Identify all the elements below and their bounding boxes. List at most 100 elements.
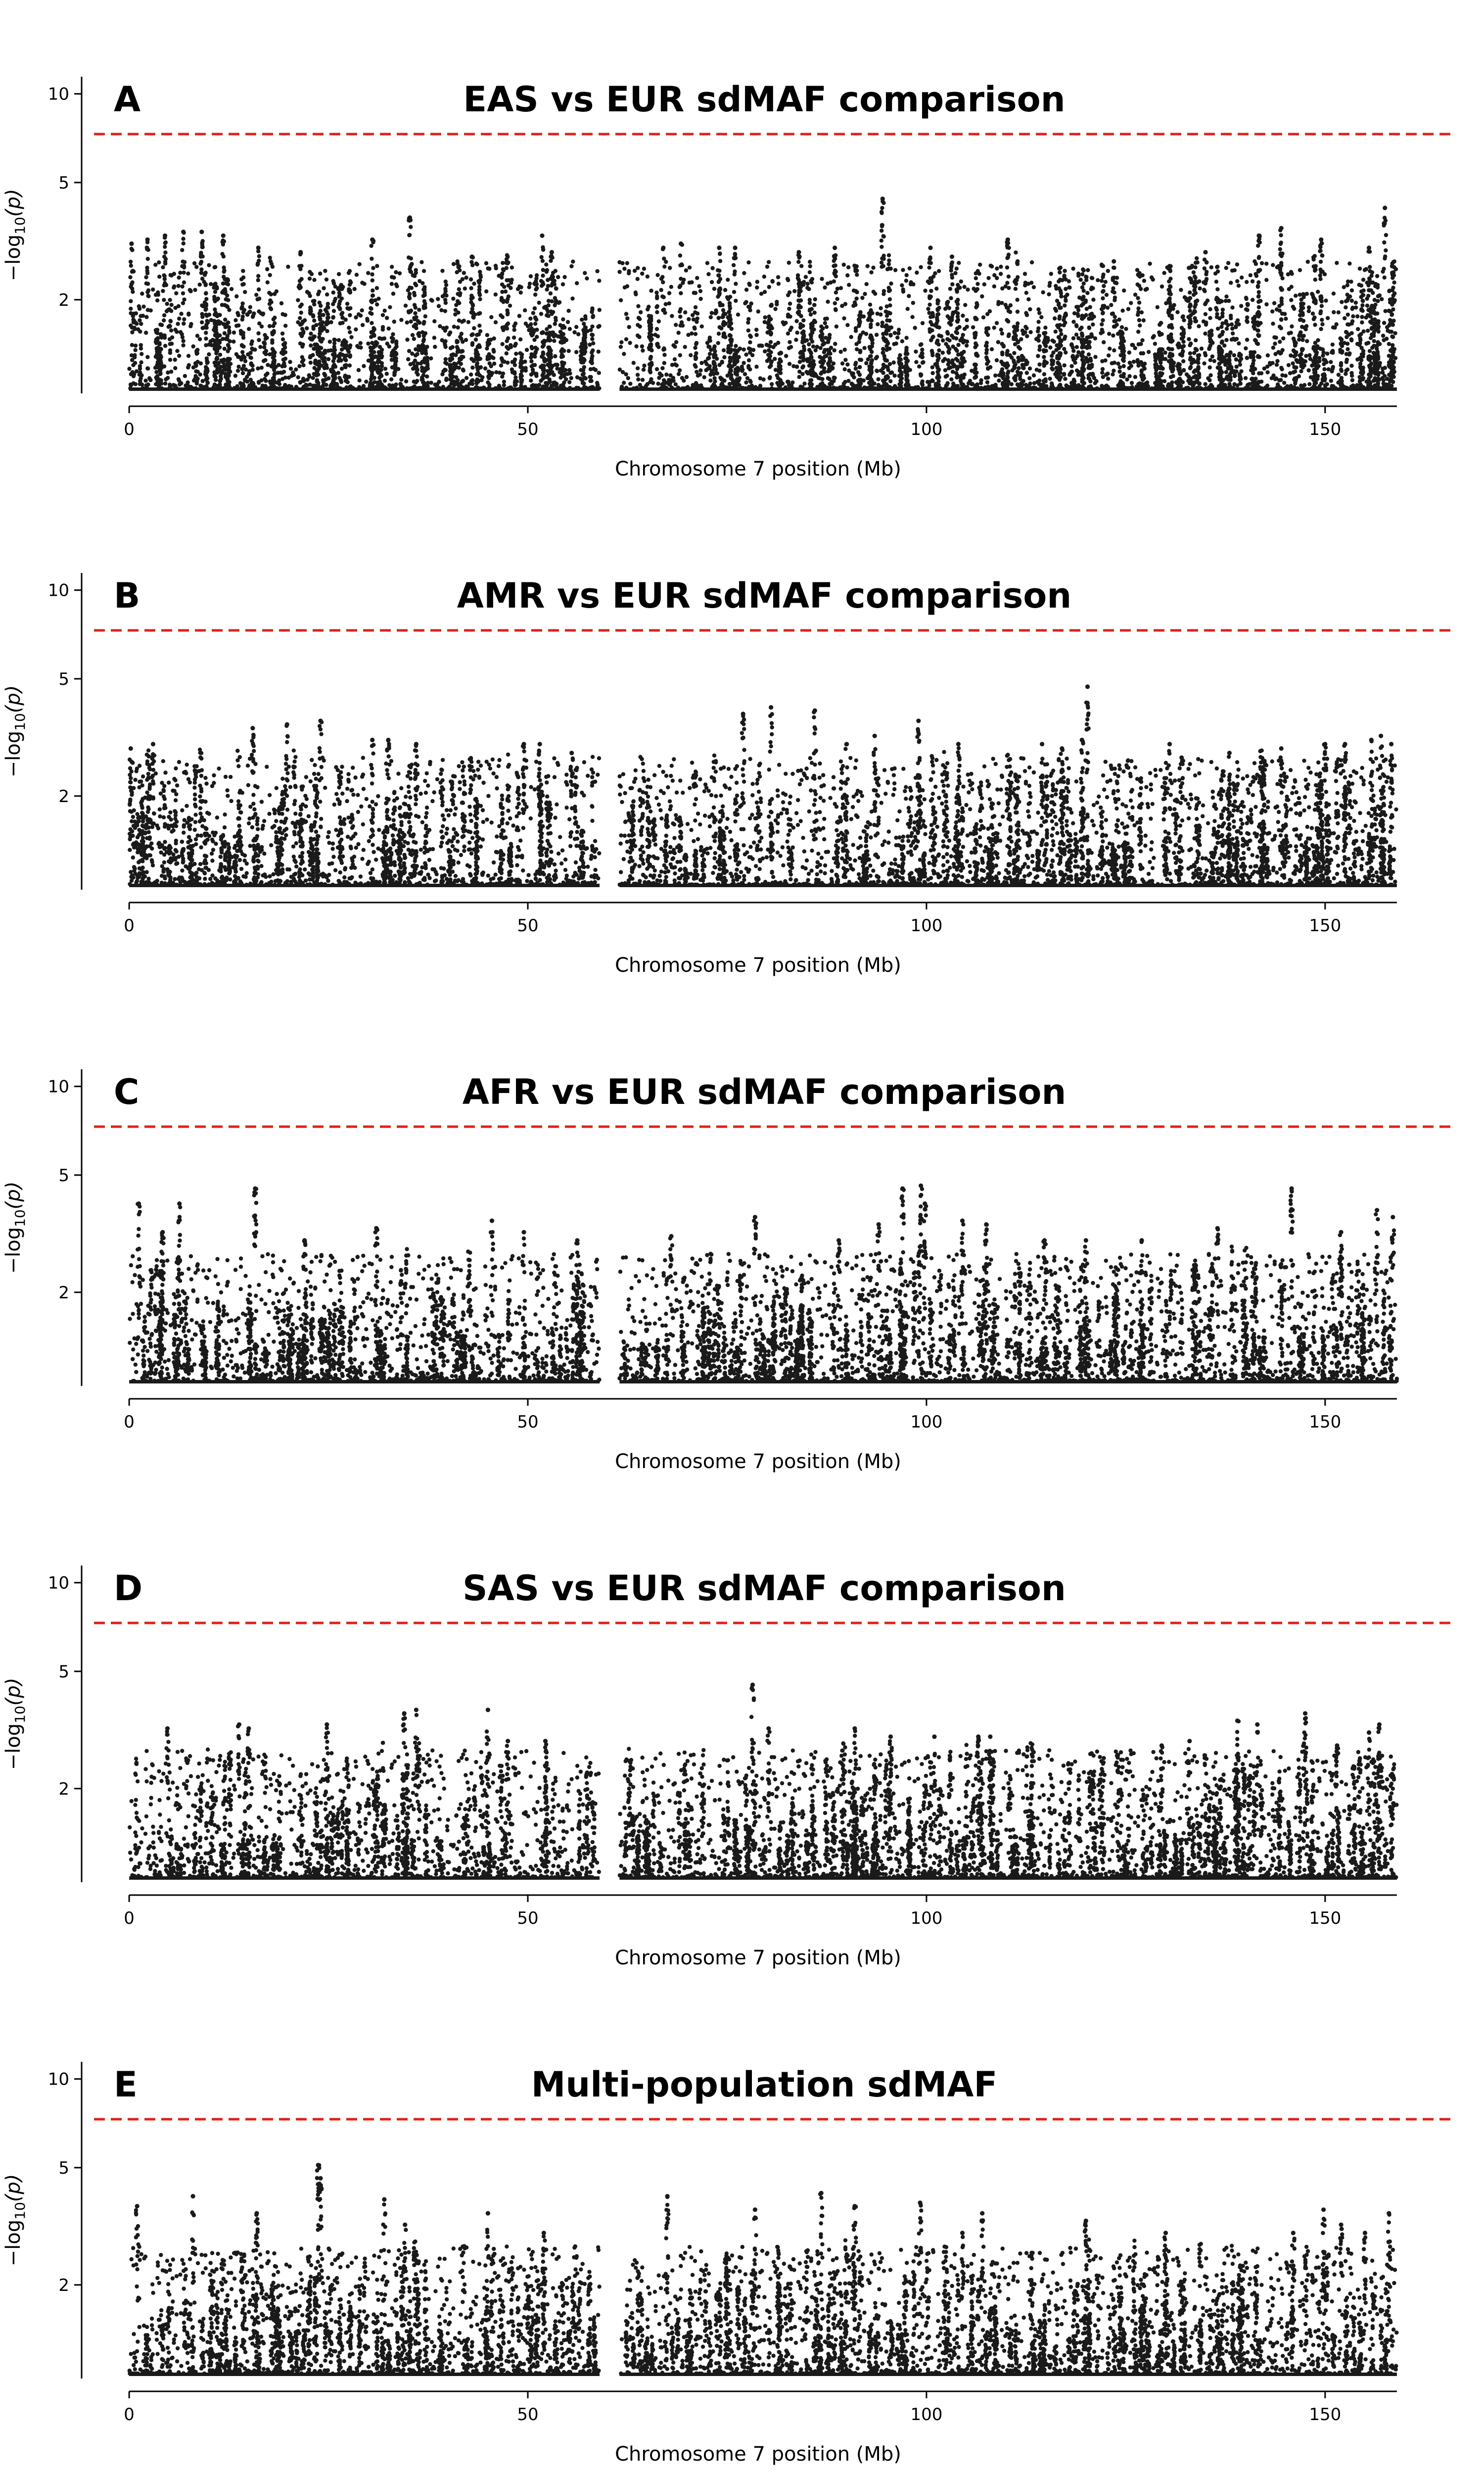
- data-point: [676, 331, 681, 335]
- data-point: [331, 383, 336, 388]
- data-point: [788, 301, 792, 306]
- data-point: [649, 377, 653, 381]
- data-point: [178, 330, 183, 334]
- data-point: [1304, 324, 1309, 329]
- data-point: [809, 280, 814, 285]
- data-point: [377, 376, 382, 380]
- data-point: [1198, 286, 1202, 291]
- data-point: [1054, 366, 1059, 370]
- data-point: [786, 331, 790, 336]
- data-point: [1381, 378, 1386, 382]
- data-point: [773, 357, 777, 361]
- data-point: [746, 328, 751, 333]
- data-point: [331, 309, 336, 313]
- data-point: [892, 374, 897, 378]
- data-point: [407, 349, 412, 353]
- data-point: [790, 380, 795, 385]
- data-point: [655, 310, 659, 315]
- data-point: [625, 316, 630, 321]
- data-point: [472, 326, 476, 331]
- data-point: [317, 289, 322, 294]
- data-point: [1028, 307, 1032, 312]
- data-point: [283, 382, 287, 387]
- data-point: [788, 340, 792, 344]
- data-point: [240, 282, 245, 287]
- data-point: [727, 323, 732, 328]
- data-point: [1189, 361, 1194, 366]
- data-point: [546, 284, 551, 288]
- y-tick-label: 2: [58, 290, 69, 310]
- data-point: [857, 339, 861, 344]
- data-point: [413, 305, 417, 310]
- data-point: [1215, 300, 1220, 304]
- data-point: [808, 312, 813, 317]
- data-point: [273, 291, 277, 296]
- data-point: [807, 342, 811, 347]
- data-point: [1279, 296, 1284, 301]
- data-point: [868, 372, 873, 377]
- data-point: [1207, 378, 1212, 382]
- data-point: [1182, 295, 1187, 299]
- data-point: [694, 342, 698, 346]
- data-point: [1322, 372, 1327, 377]
- data-point: [223, 317, 228, 322]
- data-point: [961, 333, 965, 337]
- data-point: [842, 347, 847, 352]
- data-point: [545, 287, 549, 292]
- data-point: [822, 341, 827, 345]
- data-point: [1299, 369, 1303, 374]
- data-point: [569, 376, 574, 381]
- data-point: [421, 339, 426, 343]
- data-point: [742, 361, 746, 365]
- data-point: [649, 355, 653, 359]
- data-point: [845, 323, 850, 328]
- data-point: [776, 340, 781, 345]
- data-point: [716, 341, 720, 345]
- data-point: [373, 343, 378, 348]
- data-point: [705, 261, 710, 265]
- data-point: [443, 289, 448, 293]
- data-point: [1358, 336, 1362, 340]
- data-point: [153, 263, 158, 267]
- data-point: [693, 326, 697, 331]
- data-point: [1237, 341, 1241, 346]
- data-point: [826, 299, 830, 304]
- data-point: [250, 363, 255, 368]
- data-point: [159, 347, 163, 351]
- data-point: [1017, 383, 1021, 387]
- data-point: [819, 324, 824, 329]
- data-point: [254, 292, 259, 297]
- data-point: [204, 291, 208, 295]
- data-point: [628, 381, 633, 386]
- data-point: [176, 284, 181, 288]
- data-point: [948, 286, 953, 291]
- data-point: [474, 261, 479, 266]
- data-point: [556, 275, 560, 280]
- data-point: [1297, 337, 1301, 342]
- data-point: [1104, 292, 1109, 297]
- data-point: [414, 323, 418, 327]
- data-point: [641, 367, 646, 372]
- data-point: [267, 324, 272, 329]
- data-point: [803, 275, 808, 279]
- data-point: [455, 339, 460, 344]
- data-point: [213, 265, 218, 269]
- data-point: [1332, 310, 1336, 315]
- data-point: [204, 312, 208, 317]
- data-point: [138, 364, 142, 369]
- data-point: [746, 260, 751, 265]
- data-point: [853, 366, 858, 371]
- data-point: [143, 379, 148, 383]
- data-point: [1153, 341, 1158, 346]
- data-point: [728, 313, 732, 318]
- data-point: [900, 283, 904, 287]
- data-point: [138, 330, 142, 334]
- data-point: [1245, 315, 1250, 320]
- data-point: [1390, 354, 1395, 359]
- data-point: [1055, 298, 1060, 303]
- data-point: [1158, 333, 1162, 337]
- data-point: [1122, 288, 1126, 293]
- data-point: [1251, 371, 1255, 376]
- data-point: [909, 280, 913, 285]
- data-point: [794, 319, 799, 324]
